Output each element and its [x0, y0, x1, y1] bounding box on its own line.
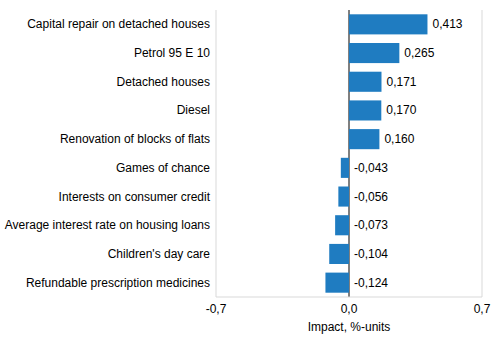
category-label: Average interest rate on housing loans [5, 218, 210, 232]
bar [335, 215, 349, 235]
axis-label: Impact, %-units [308, 320, 391, 334]
data-label: 0,170 [386, 103, 416, 117]
category-label: Children's day care [108, 247, 211, 261]
bar [338, 187, 349, 207]
grid-line [216, 10, 217, 297]
data-label: 0,413 [432, 17, 462, 31]
bar [349, 43, 399, 63]
bar [349, 100, 381, 120]
data-label: -0,124 [354, 276, 388, 290]
bar [329, 244, 349, 264]
chart: Capital repair on detached houses Petrol … [0, 0, 499, 340]
bar [325, 273, 349, 293]
category-label: Capital repair on detached houses [27, 17, 210, 31]
data-label: -0,056 [354, 190, 388, 204]
data-label: -0,104 [354, 247, 388, 261]
category-label: Renovation of blocks of flats [60, 132, 210, 146]
category-label: Games of chance [116, 161, 210, 175]
tick-label: 0,7 [474, 302, 491, 316]
x-axis-line [216, 297, 482, 298]
tick-label: 0,0 [341, 302, 358, 316]
category-label: Detached houses [117, 75, 210, 89]
category-label: Refundable prescription medicines [26, 276, 210, 290]
bar [341, 158, 349, 178]
data-label: 0,160 [384, 132, 414, 146]
bar [349, 72, 381, 92]
data-label: -0,043 [354, 161, 388, 175]
grid-line [482, 10, 483, 297]
bar [349, 129, 379, 149]
tick-label: -0,7 [206, 302, 227, 316]
data-label: 0,265 [404, 46, 434, 60]
bar [349, 14, 427, 34]
data-label: -0,073 [354, 218, 388, 232]
category-label: Petrol 95 E 10 [134, 46, 210, 60]
data-label: 0,171 [386, 75, 416, 89]
category-label: Diesel [177, 103, 210, 117]
category-label: Interests on consumer credit [59, 190, 211, 204]
